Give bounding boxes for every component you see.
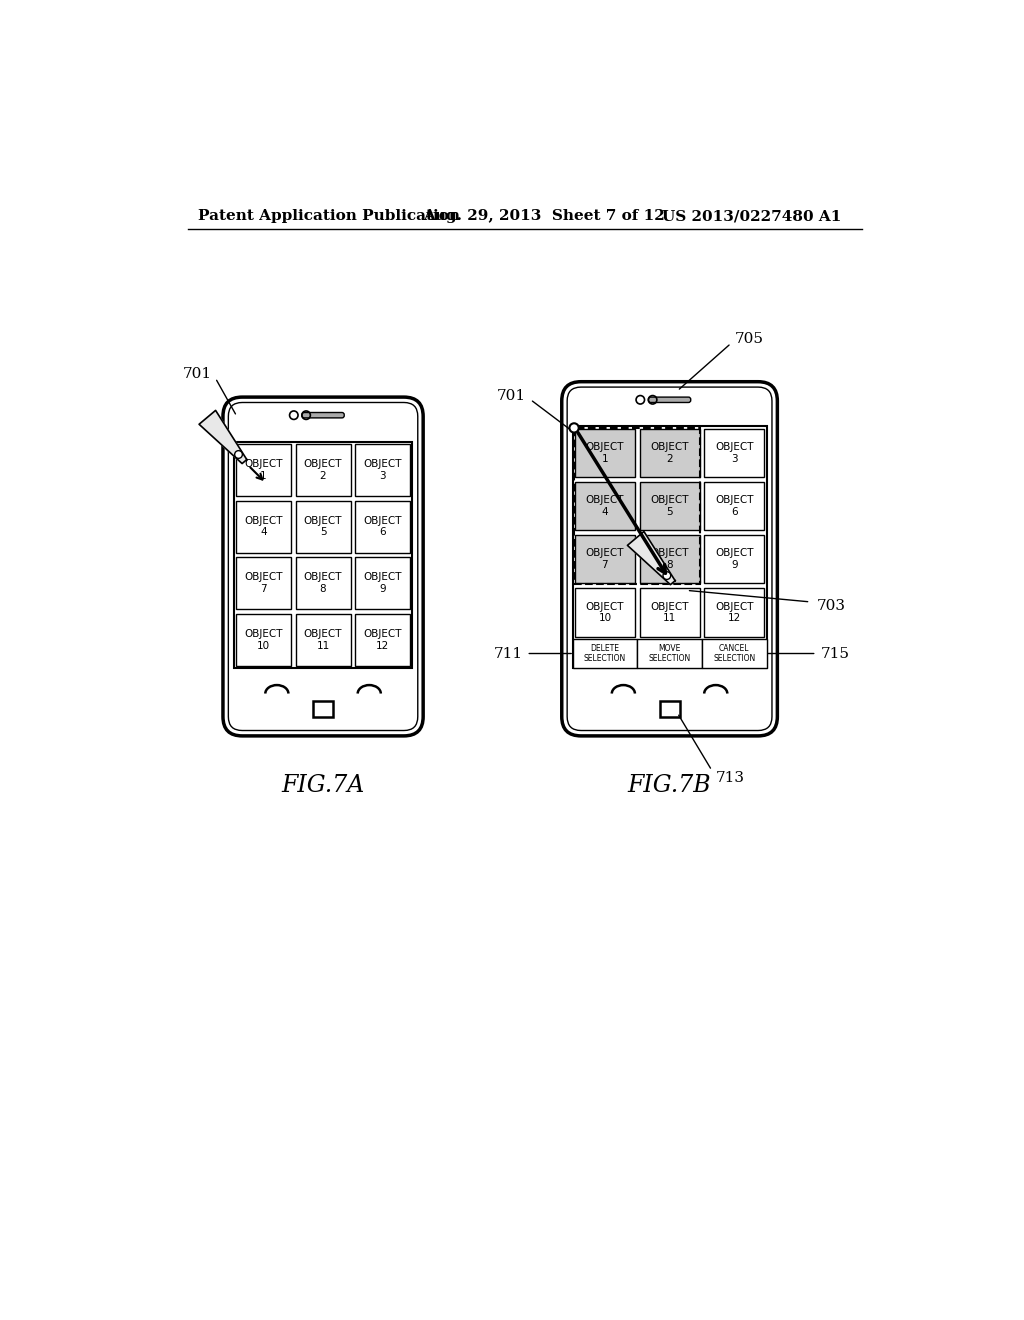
Text: OBJECT
7: OBJECT 7: [245, 573, 283, 594]
Text: OBJECT
9: OBJECT 9: [715, 548, 754, 570]
Text: OBJECT
4: OBJECT 4: [586, 495, 625, 517]
Text: 701: 701: [182, 367, 211, 381]
Circle shape: [663, 572, 671, 579]
FancyBboxPatch shape: [567, 387, 772, 730]
Polygon shape: [199, 411, 247, 463]
Bar: [705, 589, 764, 636]
Bar: [705, 535, 764, 583]
Bar: [574, 428, 700, 585]
Bar: [237, 500, 291, 553]
Bar: [574, 535, 635, 583]
Bar: [296, 614, 350, 665]
Text: OBJECT
8: OBJECT 8: [650, 548, 689, 570]
Text: OBJECT
2: OBJECT 2: [304, 459, 342, 480]
Circle shape: [234, 450, 243, 458]
Text: FIG.7A: FIG.7A: [282, 775, 365, 797]
Bar: [574, 589, 635, 636]
Bar: [640, 482, 699, 531]
Bar: [659, 701, 680, 717]
Text: OBJECT
5: OBJECT 5: [304, 516, 342, 537]
Text: OBJECT
11: OBJECT 11: [650, 602, 689, 623]
Text: MOVE
SELECTION: MOVE SELECTION: [648, 644, 690, 663]
Text: FIG.7B: FIG.7B: [628, 775, 712, 797]
Text: OBJECT
6: OBJECT 6: [715, 495, 754, 517]
Bar: [705, 429, 764, 478]
Circle shape: [569, 424, 579, 433]
Text: OBJECT
1: OBJECT 1: [586, 442, 625, 463]
Bar: [237, 444, 291, 496]
Text: OBJECT
2: OBJECT 2: [650, 442, 689, 463]
Text: OBJECT
12: OBJECT 12: [715, 602, 754, 623]
Text: 713: 713: [716, 771, 744, 785]
Text: OBJECT
3: OBJECT 3: [715, 442, 754, 463]
FancyBboxPatch shape: [648, 397, 691, 403]
Text: 711: 711: [494, 647, 522, 660]
Bar: [572, 639, 637, 668]
Bar: [355, 614, 410, 665]
Text: OBJECT
9: OBJECT 9: [364, 573, 401, 594]
Text: US 2013/0227480 A1: US 2013/0227480 A1: [662, 209, 842, 223]
Bar: [574, 482, 635, 531]
FancyBboxPatch shape: [228, 403, 418, 730]
FancyBboxPatch shape: [302, 412, 344, 418]
Text: OBJECT
11: OBJECT 11: [304, 630, 342, 651]
Bar: [637, 639, 701, 668]
Text: OBJECT
7: OBJECT 7: [586, 548, 625, 570]
Bar: [572, 426, 767, 668]
FancyBboxPatch shape: [223, 397, 423, 737]
FancyBboxPatch shape: [562, 381, 777, 737]
Text: Patent Application Publication: Patent Application Publication: [199, 209, 461, 223]
Text: OBJECT
4: OBJECT 4: [245, 516, 283, 537]
Bar: [313, 701, 333, 717]
Text: OBJECT
10: OBJECT 10: [245, 630, 283, 651]
Text: 703: 703: [816, 599, 846, 612]
Text: CANCEL
SELECTION: CANCEL SELECTION: [713, 644, 756, 663]
Text: OBJECT
3: OBJECT 3: [364, 459, 401, 480]
Bar: [640, 535, 699, 583]
Bar: [237, 557, 291, 610]
Bar: [296, 444, 350, 496]
Bar: [296, 557, 350, 610]
Text: Aug. 29, 2013  Sheet 7 of 12: Aug. 29, 2013 Sheet 7 of 12: [423, 209, 665, 223]
Bar: [355, 444, 410, 496]
Text: OBJECT
12: OBJECT 12: [364, 630, 401, 651]
Bar: [705, 482, 764, 531]
Text: 701: 701: [498, 388, 526, 403]
Text: 715: 715: [820, 647, 850, 660]
Text: 705: 705: [735, 333, 764, 346]
Bar: [701, 639, 767, 668]
Bar: [355, 500, 410, 553]
Bar: [296, 500, 350, 553]
Text: OBJECT
10: OBJECT 10: [586, 602, 625, 623]
Text: DELETE
SELECTION: DELETE SELECTION: [584, 644, 626, 663]
Text: OBJECT
1: OBJECT 1: [245, 459, 283, 480]
Bar: [574, 429, 635, 478]
Text: OBJECT
8: OBJECT 8: [304, 573, 342, 594]
Bar: [237, 614, 291, 665]
Bar: [355, 557, 410, 610]
Polygon shape: [628, 532, 675, 585]
Bar: [640, 429, 699, 478]
Text: OBJECT
5: OBJECT 5: [650, 495, 689, 517]
Bar: [640, 589, 699, 636]
Bar: [233, 442, 413, 668]
Text: OBJECT
6: OBJECT 6: [364, 516, 401, 537]
